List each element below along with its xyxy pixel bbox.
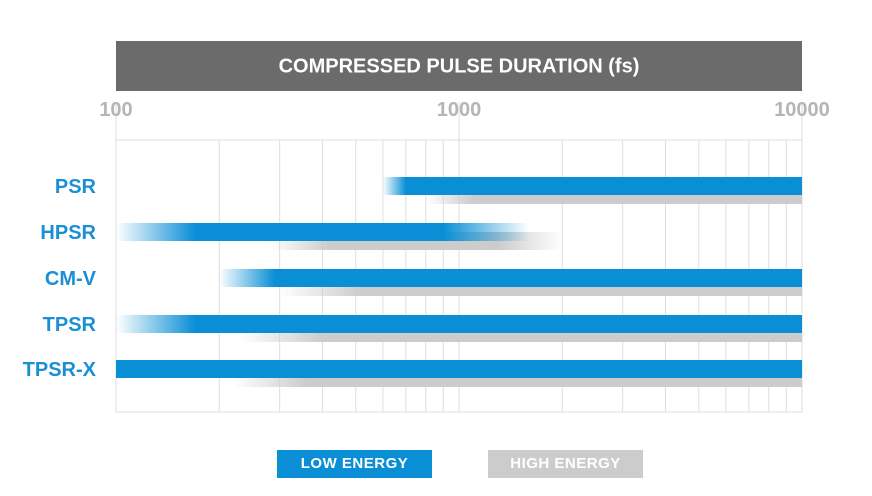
chart-title: COMPRESSED PULSE DURATION (fs) [279, 55, 640, 77]
low-energy-series [116, 177, 802, 378]
x-tick-label: 10000 [774, 99, 830, 121]
category-label: TPSR [43, 314, 97, 336]
category-label: PSR [55, 176, 97, 198]
low-energy-bar-hpsr [116, 223, 530, 241]
low-energy-bar-cm-v [219, 269, 802, 287]
title-bar [116, 41, 802, 91]
low-energy-bar-tpsr-x [116, 360, 802, 378]
legend-high-energy: HIGH ENERGY [488, 450, 643, 478]
low-energy-bar-psr [382, 177, 802, 195]
category-label: CM-V [45, 268, 97, 290]
category-label: HPSR [40, 222, 96, 244]
legend-low-energy: LOW ENERGY [277, 450, 432, 478]
category-labels: PSR HPSR CM-V TPSR TPSR-X [23, 176, 97, 381]
x-tick-label: 100 [99, 99, 132, 121]
low-energy-bar-tpsr [116, 315, 802, 333]
x-tick-label: 1000 [437, 99, 482, 121]
category-label: TPSR-X [23, 359, 97, 381]
